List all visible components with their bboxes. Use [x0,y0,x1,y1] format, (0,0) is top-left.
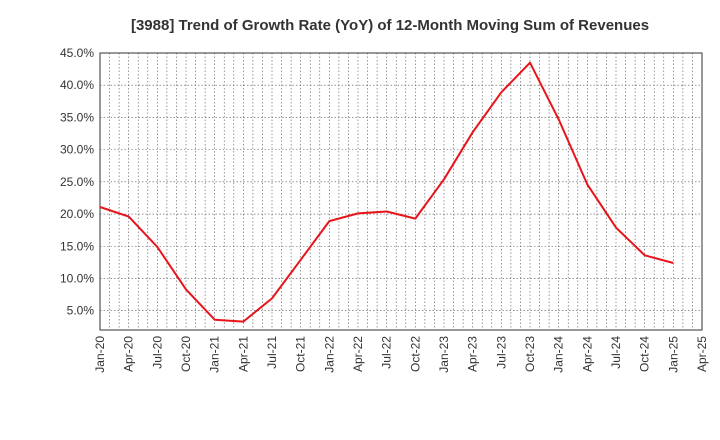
x-axis-ticks: Jan-20 Apr-20 Jul-20 Oct-20 Jan-21 Apr-21 Jul-… [93,336,709,373]
series-layer [99,61,674,323]
y-tick-label: 20.0% [60,207,94,221]
y-axis-ticks: 5.0% 10.0% 15.0% 20.0% 25.0% 30.0% 35.0% 40.0% 4… [60,46,94,318]
x-tick-label: Oct-23 [523,336,537,372]
x-tick-label: Jul-22 [380,336,394,369]
plot-area-frame [99,52,703,331]
y-tick-label: 15.0% [60,239,94,253]
x-tick-label: Apr-25 [695,336,709,372]
y-tick-label: 10.0% [60,271,94,285]
x-tick-label: Oct-21 [294,336,308,372]
x-tick-label: Jan-24 [552,336,566,373]
chart-title: [3988] Trend of Growth Rate (YoY) of 12-… [131,17,649,34]
x-tick-label: Jan-20 [93,336,107,373]
x-tick-label: Oct-20 [179,336,193,372]
x-tick-label: Jul-21 [265,336,279,369]
y-tick-label: 25.0% [60,175,94,189]
x-tick-label: Jan-21 [208,336,222,373]
x-tick-label: Apr-22 [351,336,365,372]
series-line [99,61,674,323]
y-tick-label: 5.0% [67,304,95,318]
x-tick-label: Jan-22 [322,336,336,373]
x-tick-label: Jan-25 [666,336,680,373]
x-tick-label: Apr-23 [466,336,480,372]
y-tick-label: 30.0% [60,143,94,157]
x-tick-label: Jan-23 [437,336,451,373]
x-tick-label: Jul-24 [609,336,623,369]
x-tick-label: Jul-20 [150,336,164,369]
x-tick-label: Oct-22 [408,336,422,372]
grid-lines [100,52,702,330]
y-tick-label: 40.0% [60,78,94,92]
y-tick-label: 35.0% [60,110,94,124]
x-tick-label: Apr-21 [236,336,250,372]
y-tick-label: 45.0% [60,46,94,60]
x-tick-label: Oct-24 [638,336,652,372]
x-tick-label: Jul-23 [494,336,508,369]
x-tick-label: Apr-24 [580,336,594,372]
x-tick-label: Apr-20 [122,336,136,372]
